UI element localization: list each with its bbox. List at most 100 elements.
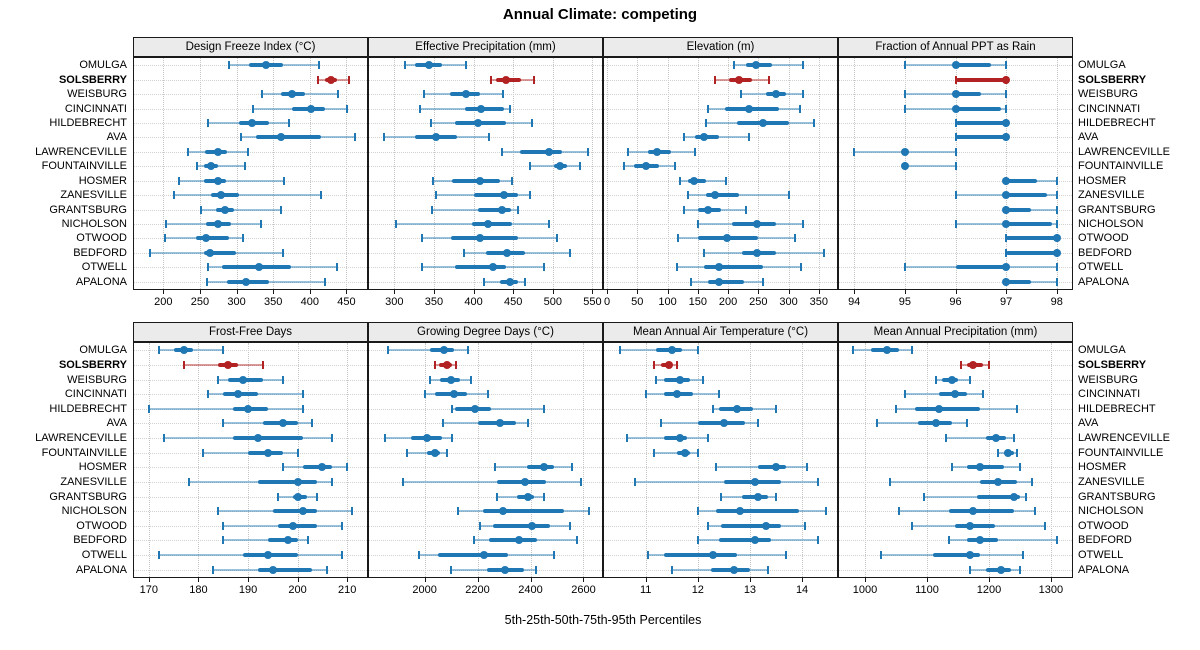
whisker-cap <box>222 536 225 545</box>
whisker-cap <box>281 375 284 384</box>
axis-tick-label: 400 <box>464 296 483 308</box>
gridline-vertical <box>926 343 928 577</box>
axis-tick <box>749 578 751 582</box>
axis-tick-label: 13 <box>743 584 757 596</box>
whisker-cap <box>429 118 432 127</box>
row-label-left: OTWELL <box>81 261 127 274</box>
iqr-bar-25-75 <box>955 92 981 97</box>
whisker-cap <box>423 390 426 399</box>
axis-tick <box>473 290 475 294</box>
median-dot <box>327 75 336 84</box>
percentiles-caption: 5th-25th-50th-75th-95th Percentiles <box>504 613 702 627</box>
median-dot <box>431 448 440 457</box>
median-dot <box>276 133 285 142</box>
median-dot <box>975 536 984 545</box>
whisker-cap <box>451 404 454 413</box>
whisker-cap <box>676 234 679 243</box>
median-dot <box>474 118 483 127</box>
row-label-right: OMULGA <box>1078 344 1126 357</box>
gridline-vertical <box>788 58 790 289</box>
row-label-left: HOSMER <box>78 461 127 474</box>
axis-tick-label: 1300 <box>1038 584 1064 596</box>
whisker-cap <box>756 419 759 428</box>
whisker-cap <box>311 419 314 428</box>
whisker-cap <box>490 75 493 84</box>
median-dot <box>732 404 741 413</box>
iqr-bar-25-75 <box>437 553 508 558</box>
axis-tick-label: 50 <box>631 296 644 308</box>
whisker-cap <box>261 360 264 369</box>
row-label-left: OMULGA <box>79 344 127 357</box>
whisker-cap <box>1055 205 1058 214</box>
row-label-left: CINCINNATI <box>64 102 127 115</box>
axis-tick-label: 200 <box>154 296 173 308</box>
gridline-horizontal <box>134 79 367 81</box>
gridline-horizontal <box>369 166 602 168</box>
whisker-cap <box>259 220 262 229</box>
median-dot <box>224 360 233 369</box>
median-dot <box>201 234 210 243</box>
whisker-cap <box>824 507 827 516</box>
gridline-horizontal <box>839 423 1072 425</box>
whisker-cap <box>1005 90 1008 99</box>
median-dot <box>1002 133 1011 142</box>
row-label-left: AVA <box>106 131 127 144</box>
whisker-5-95 <box>1006 208 1057 211</box>
whisker-cap <box>501 147 504 156</box>
whisker-cap <box>450 565 453 574</box>
median-dot <box>502 248 511 257</box>
median-dot <box>969 360 978 369</box>
gridline-horizontal <box>839 452 1072 454</box>
gridline-vertical <box>1056 58 1058 289</box>
axis-frost-free-days: 170 180 190 200 210 <box>133 578 368 598</box>
whisker-cap <box>903 104 906 113</box>
whisker-cap <box>1018 565 1021 574</box>
gridline-vertical <box>163 58 165 289</box>
iqr-bar-25-75 <box>1006 178 1037 183</box>
whisker-cap <box>178 176 181 185</box>
whisker-cap <box>386 346 389 355</box>
whisker-cap <box>1034 507 1037 516</box>
whisker-cap <box>775 492 777 501</box>
gridline-horizontal <box>369 394 602 396</box>
median-dot <box>665 360 674 369</box>
median-dot <box>462 90 471 99</box>
axis-tick-label: 95 <box>898 296 911 308</box>
row-label-right: FOUNTAINVILLE <box>1078 160 1164 173</box>
whisker-cap <box>634 477 637 486</box>
row-label-right: LAWRENCEVILLE <box>1078 145 1170 158</box>
median-dot <box>734 75 743 84</box>
row-label-left: OTWELL <box>81 549 127 562</box>
whisker-5-95 <box>403 480 581 483</box>
iqr-bar-25-75 <box>708 279 744 284</box>
median-dot <box>714 263 723 272</box>
whisker-cap <box>879 551 882 560</box>
median-dot <box>268 565 277 574</box>
whisker-5-95 <box>179 179 285 182</box>
row-label-left: FOUNTAINVILLE <box>41 160 127 173</box>
axis-tick <box>865 578 867 582</box>
gridline-horizontal <box>604 364 837 366</box>
whisker-cap <box>324 277 327 286</box>
median-dot <box>699 133 708 142</box>
whisker-5-95 <box>223 539 308 542</box>
gridline-horizontal <box>134 496 367 498</box>
whisker-cap <box>346 463 349 472</box>
gridline-horizontal <box>839 209 1072 211</box>
whisker-cap <box>348 75 351 84</box>
median-dot <box>900 162 909 171</box>
gridline-horizontal <box>839 180 1072 182</box>
whisker-cap <box>683 133 686 142</box>
median-dot <box>502 75 511 84</box>
row-label-right: OTWELL <box>1078 549 1124 562</box>
axis-tick <box>248 578 250 582</box>
whisker-cap <box>383 434 386 443</box>
gridline-vertical <box>424 343 426 577</box>
gridline-horizontal <box>369 467 602 469</box>
whisker-cap <box>676 263 679 272</box>
whisker-cap <box>997 448 1000 457</box>
whisker-5-95 <box>452 407 544 410</box>
median-dot <box>539 463 548 472</box>
whisker-cap <box>431 205 434 214</box>
